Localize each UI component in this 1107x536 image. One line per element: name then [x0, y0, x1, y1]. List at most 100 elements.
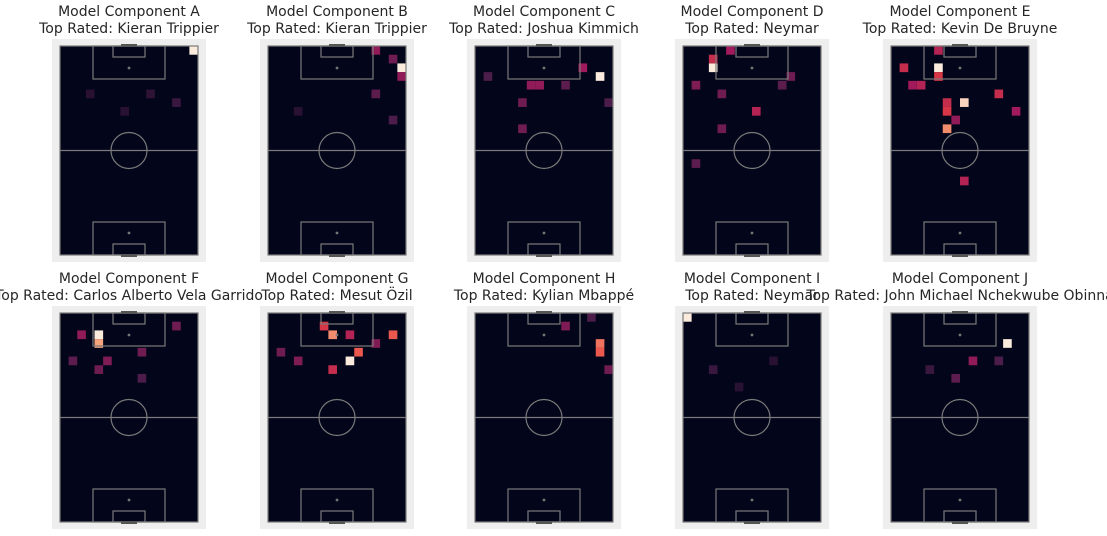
- panel-title: Model Component A: [58, 4, 200, 20]
- heat-cell: [103, 356, 112, 366]
- heat-cell: [777, 80, 787, 90]
- heat-cell: [968, 356, 978, 366]
- heat-cell: [934, 63, 943, 73]
- heat-cell: [518, 124, 527, 134]
- panel-subtitle: Top Rated: Kevin De Bruyne: [862, 21, 1058, 37]
- heat-cell: [595, 72, 605, 81]
- pitch-line: [127, 333, 131, 337]
- pitch-line: [542, 66, 546, 70]
- goal: [536, 311, 552, 314]
- panel-title: Model Component D: [681, 4, 824, 20]
- panel-subtitle: Top Rated: Kylian Mbappé: [453, 288, 634, 304]
- panel-title: Model Component E: [889, 4, 1030, 20]
- heat-cell: [371, 46, 381, 55]
- pitch-line: [750, 66, 754, 70]
- panel-title: Model Component C: [473, 4, 615, 20]
- goal: [952, 311, 968, 314]
- pitch-line: [542, 498, 546, 502]
- heat-cell: [951, 373, 960, 383]
- pitch-line: [335, 498, 339, 502]
- heat-cell: [925, 365, 935, 374]
- panel-subtitle: Top Rated: John Michael Nchekwube Obinna: [805, 288, 1107, 304]
- heat-cell: [345, 330, 355, 340]
- heat-cell: [934, 46, 943, 55]
- panel-title: Model Component J: [892, 271, 1028, 287]
- heat-cell: [94, 330, 104, 340]
- pitch-line: [958, 231, 962, 235]
- heat-cell: [354, 347, 363, 357]
- pitch-line: [525, 398, 563, 437]
- panel-title: Model Component I: [684, 271, 820, 287]
- heat-cell: [68, 356, 78, 366]
- pitch-line: [941, 131, 979, 170]
- heat-cell: [942, 98, 952, 107]
- goal: [121, 44, 137, 47]
- heat-cell: [276, 347, 286, 357]
- heat-cell: [960, 98, 969, 107]
- heat-cell: [85, 89, 95, 99]
- heat-cell: [319, 321, 329, 331]
- pitch-line: [110, 131, 148, 170]
- heat-cell: [587, 313, 596, 322]
- heat-cell: [120, 106, 129, 116]
- pitch-line: [127, 231, 131, 235]
- heat-cell: [293, 356, 303, 366]
- heat-cell: [899, 63, 909, 73]
- heat-cell: [786, 72, 796, 81]
- pitch-line: [958, 333, 962, 337]
- heat-cell: [960, 176, 969, 186]
- heat-cell: [994, 356, 1004, 366]
- heat-cell: [752, 106, 761, 116]
- pitch-line: [525, 131, 563, 170]
- heat-cell: [345, 356, 355, 366]
- heat-cell: [1003, 339, 1012, 348]
- pitch-line: [958, 66, 962, 70]
- pitch-line: [110, 398, 148, 437]
- heat-cell: [189, 46, 198, 55]
- goal: [329, 254, 345, 257]
- heat-cell: [595, 347, 605, 357]
- heat-cell: [1011, 106, 1021, 116]
- panel-subtitle: Top Rated: Kieran Trippier: [246, 21, 427, 37]
- goal: [329, 311, 345, 314]
- pitch-line: [542, 231, 546, 235]
- heat-cell: [708, 63, 718, 73]
- heat-cell: [604, 98, 613, 107]
- heat-cell: [137, 347, 147, 357]
- heat-cell: [94, 365, 104, 374]
- panel-subtitle: Top Rated: Joshua Kimmich: [448, 21, 639, 37]
- heat-cell: [172, 321, 181, 331]
- heat-cell: [951, 115, 960, 125]
- panel-title: Model Component G: [265, 271, 408, 287]
- pitch-line: [335, 66, 339, 70]
- goal: [744, 521, 760, 524]
- heat-cell: [769, 356, 778, 366]
- goal: [536, 254, 552, 257]
- heat-cell: [371, 89, 381, 99]
- heat-cell: [397, 63, 406, 73]
- heat-cell: [604, 365, 613, 374]
- pitch-line: [941, 398, 979, 437]
- heat-cell: [691, 159, 701, 168]
- heat-cell: [328, 330, 337, 340]
- heat-cell: [708, 365, 718, 374]
- pitch-line: [318, 398, 356, 437]
- heat-cell: [942, 106, 952, 116]
- pitch-line: [750, 333, 754, 337]
- panel-subtitle: Top Rated: Neymar: [684, 288, 819, 304]
- heat-cell: [518, 98, 527, 107]
- panel-subtitle: Top Rated: Mesut Özil: [260, 286, 412, 304]
- goal: [121, 254, 137, 257]
- goal: [744, 311, 760, 314]
- heat-cell: [172, 98, 181, 107]
- heat-cell: [371, 339, 381, 348]
- heat-cell: [535, 80, 544, 90]
